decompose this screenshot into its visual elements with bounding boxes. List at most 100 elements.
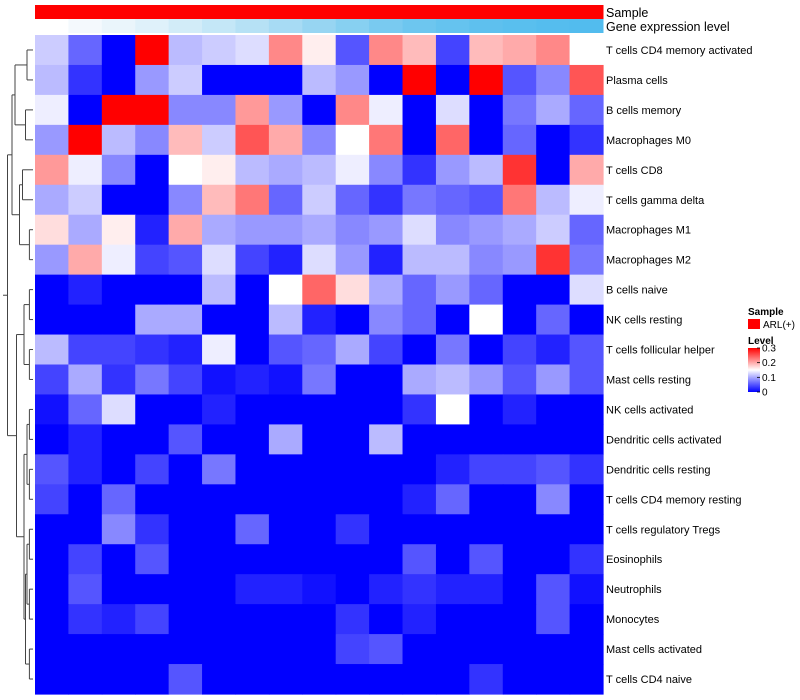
heatmap-cell [435, 544, 470, 575]
heatmap-cell [502, 154, 537, 186]
row-labels: T cells CD4 memory activated Plasma cells… [606, 45, 753, 686]
gene-expression-annotation-cell [202, 19, 236, 33]
heatmap-cell [268, 124, 303, 156]
heatmap-cell [302, 334, 337, 366]
heatmap-cell [369, 64, 404, 96]
heatmap-cell [435, 274, 470, 306]
heatmap-cell [168, 124, 203, 156]
heatmap-cell [35, 244, 70, 276]
heatmap-cell [202, 214, 237, 246]
heatmap-cell [135, 214, 170, 246]
heatmap-cell [435, 664, 470, 695]
row-label: T cells regulatory Tregs [606, 524, 721, 536]
heatmap-cell [68, 304, 103, 336]
gene-expression-annotation-cell [235, 19, 270, 33]
heatmap-cell [135, 394, 170, 426]
heatmap-cell [101, 454, 136, 485]
heatmap-cell [469, 514, 504, 545]
heatmap-cell [302, 664, 337, 695]
heatmap-cell [235, 244, 270, 276]
heatmap-cell [569, 604, 604, 635]
heatmap-cell [135, 484, 170, 515]
legend: Sample ARL(+) Level 0.3 0.2 0.1 0 [748, 307, 795, 399]
heatmap-cell [35, 184, 70, 216]
heatmap-cell [402, 64, 437, 96]
heatmap-cell [502, 304, 537, 336]
row-label: Macrophages M2 [606, 255, 691, 267]
heatmap-cell [569, 544, 604, 575]
heatmap-cell [569, 454, 604, 485]
heatmap-cell [369, 184, 404, 216]
heatmap-cell [435, 35, 470, 66]
heatmap-cell [35, 604, 70, 635]
heatmap-cell [101, 184, 136, 216]
heatmap-cell [335, 64, 370, 96]
heatmap-cell [235, 634, 270, 665]
heatmap-cell [569, 634, 604, 665]
heatmap-cell [235, 124, 270, 156]
heatmap-cell [202, 244, 237, 276]
legend-level-title: Level [748, 336, 774, 347]
heatmap-cell [35, 664, 70, 695]
heatmap-cell [502, 274, 537, 306]
heatmap-cell [101, 394, 136, 426]
heatmap-cell [369, 334, 404, 366]
heatmap-cell [502, 664, 537, 695]
row-label: Macrophages M1 [606, 225, 691, 237]
heatmap-cell [135, 35, 170, 66]
heatmap-cell [68, 154, 103, 186]
heatmap-cell [369, 244, 404, 276]
sample-annotation-cell [68, 5, 103, 19]
heatmap-cell [168, 154, 203, 186]
heatmap-cell [369, 274, 404, 306]
heatmap-cell [302, 304, 337, 336]
heatmap-cell [502, 394, 537, 426]
heatmap-cell [402, 364, 437, 396]
heatmap-cell [435, 64, 470, 96]
heatmap-cell [402, 454, 437, 485]
heatmap-cell [35, 634, 70, 665]
heatmap-cell [68, 424, 103, 455]
heatmap-cell [135, 574, 170, 605]
heatmap-cell [435, 454, 470, 485]
heatmap-cell [168, 664, 203, 695]
heatmap-cell [369, 604, 404, 635]
heatmap-cell [202, 484, 237, 515]
heatmap-cell [235, 604, 270, 635]
heatmap-cell [135, 274, 170, 306]
heatmap-cell [35, 274, 70, 306]
heatmap-cell [335, 394, 370, 426]
heatmap-cell [268, 484, 303, 515]
heatmap-cell [35, 154, 70, 186]
heatmap-cell [101, 334, 136, 366]
row-label: T cells gamma delta [606, 195, 705, 207]
heatmap-cell [369, 574, 404, 605]
heatmap-cell [402, 634, 437, 665]
heatmap-cell [235, 544, 270, 575]
heatmap-cell [135, 424, 170, 455]
heatmap-cell [435, 124, 470, 156]
heatmap-cell [369, 214, 404, 246]
legend-tick-label: 0.1 [762, 373, 776, 384]
sample-annotation-cell [569, 5, 604, 19]
row-label: T cells CD4 memory activated [606, 45, 753, 57]
heatmap-cell [536, 424, 571, 455]
heatmap-cell [536, 274, 571, 306]
row-label: Neutrophils [606, 584, 662, 596]
gene-expression-annotation-cell [68, 19, 103, 33]
heatmap-cell [536, 514, 571, 545]
heatmap-cell [68, 94, 103, 126]
heatmap-cell [335, 244, 370, 276]
heatmap-cell [435, 334, 470, 366]
heatmap-cell [202, 35, 237, 66]
legend-level-colorbar [748, 348, 760, 392]
heatmap-cell [469, 35, 504, 66]
heatmap-cell [369, 124, 404, 156]
heatmap-cell [469, 574, 504, 605]
heatmap-cell [101, 544, 136, 575]
heatmap-cell [569, 334, 604, 366]
heatmap-cell [101, 35, 136, 66]
heatmap-cell [202, 544, 237, 575]
heatmap-cell [302, 364, 337, 396]
